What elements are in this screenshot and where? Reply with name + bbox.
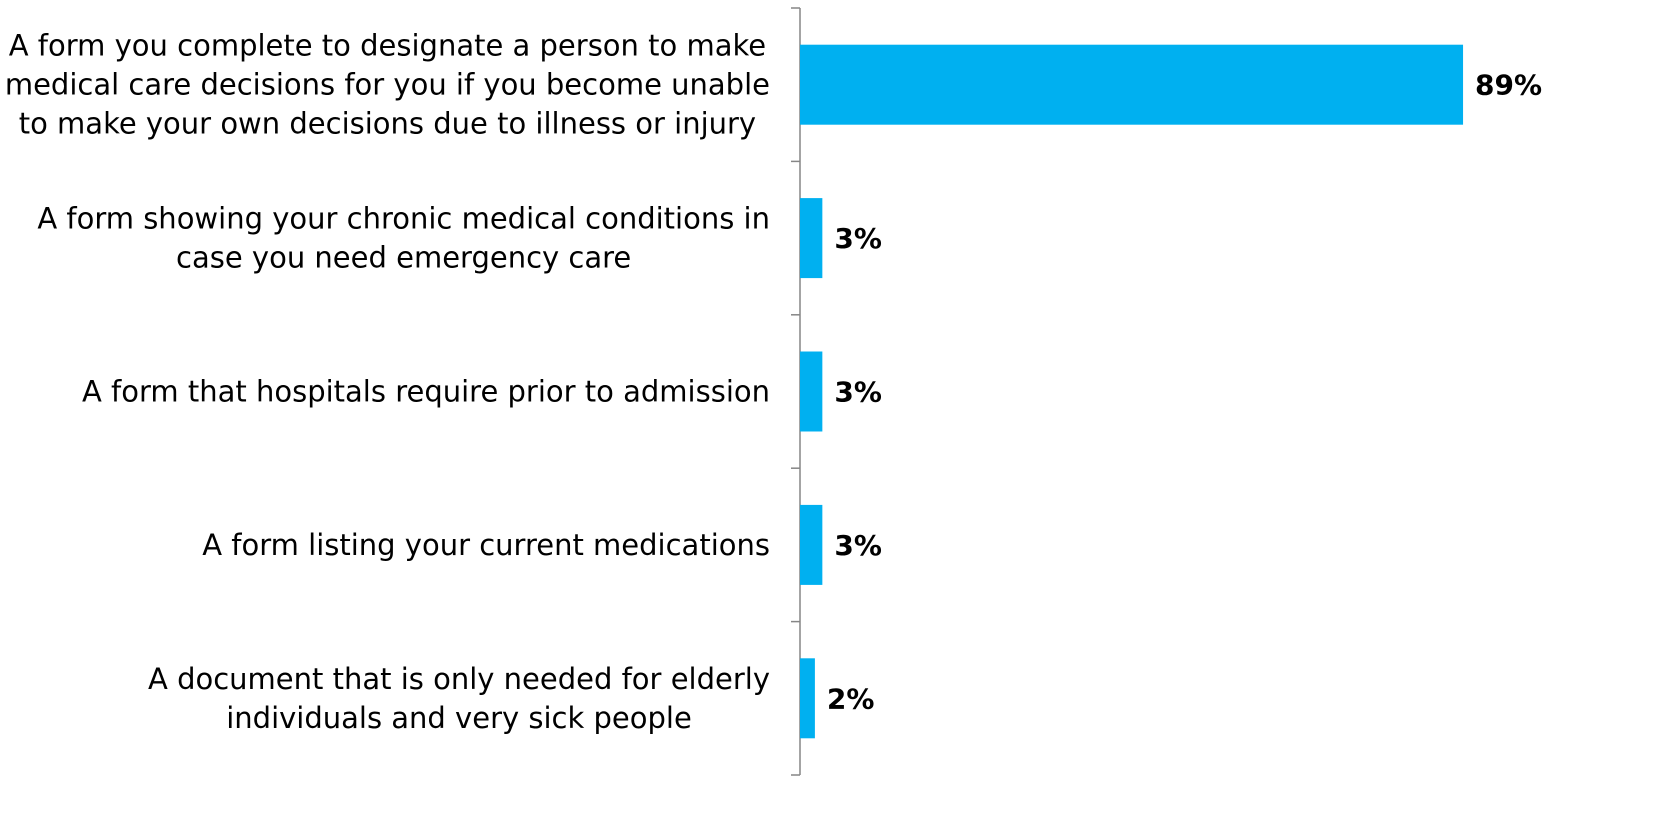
category-label-line: A form showing your chronic medical cond… [37,202,770,236]
category-label-line: A form that hospitals require prior to a… [82,375,770,409]
category-labels: A form you complete to designate a perso… [5,29,770,735]
value-labels: 89% 3% 3% 3% 2% [827,69,1542,716]
data-label: 89% [1475,69,1542,102]
category-label-line: individuals and very sick people [226,701,692,735]
bar [800,658,815,739]
category-label-line: case you need emergency care [176,241,631,275]
bar [800,504,823,585]
bar [800,198,823,279]
category-label-line: A form listing your current medications [202,528,770,562]
data-label: 3% [834,376,882,409]
data-label: 3% [834,222,882,255]
category-label-line: A form you complete to designate a perso… [9,29,766,63]
bar-series [800,44,1464,739]
category-label-line: medical care decisions for you if you be… [5,68,770,102]
data-label: 3% [834,529,882,562]
category-label-line: to make your own decisions due to illnes… [19,107,756,141]
category-label-line: A document that is only needed for elder… [148,662,770,696]
data-label: 2% [827,682,875,715]
bar [800,351,823,432]
category-axis [791,7,801,776]
bar [800,44,1464,125]
